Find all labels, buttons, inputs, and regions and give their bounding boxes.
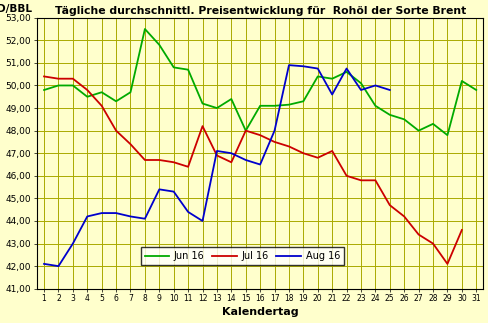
Jul 16	[314, 156, 320, 160]
Jun 16	[41, 88, 47, 92]
Aug 16	[285, 63, 291, 67]
Aug 16	[243, 158, 248, 162]
Jul 16	[328, 149, 334, 153]
Jul 16	[228, 160, 234, 164]
Jun 16	[328, 77, 334, 81]
Jul 16	[199, 124, 205, 128]
Aug 16	[56, 264, 61, 268]
Aug 16	[357, 88, 363, 92]
Aug 16	[271, 129, 277, 132]
Aug 16	[84, 214, 90, 218]
Jul 16	[357, 178, 363, 182]
Jul 16	[113, 129, 119, 132]
Jun 16	[156, 43, 162, 47]
Jun 16	[199, 102, 205, 106]
Aug 16	[170, 190, 176, 193]
Text: USD/BBL: USD/BBL	[0, 5, 32, 15]
Jul 16	[99, 104, 104, 108]
Jun 16	[372, 104, 378, 108]
Jun 16	[271, 104, 277, 108]
Jun 16	[285, 103, 291, 107]
Aug 16	[156, 187, 162, 191]
Jul 16	[156, 158, 162, 162]
Aug 16	[386, 88, 392, 92]
Aug 16	[199, 219, 205, 223]
Jun 16	[257, 104, 263, 108]
Aug 16	[70, 242, 76, 245]
Aug 16	[257, 162, 263, 166]
Jun 16	[415, 129, 421, 132]
Aug 16	[113, 211, 119, 215]
Jul 16	[401, 214, 407, 218]
Aug 16	[142, 217, 147, 221]
Jun 16	[357, 81, 363, 85]
Jul 16	[285, 144, 291, 148]
Line: Jun 16: Jun 16	[44, 29, 475, 135]
Jun 16	[314, 75, 320, 78]
Jun 16	[429, 122, 435, 126]
Jul 16	[127, 142, 133, 146]
Line: Jul 16: Jul 16	[44, 77, 461, 264]
Jul 16	[343, 174, 349, 178]
Aug 16	[228, 151, 234, 155]
Jul 16	[56, 77, 61, 81]
Jun 16	[300, 99, 305, 103]
Aug 16	[41, 262, 47, 266]
Jul 16	[271, 140, 277, 144]
Aug 16	[328, 93, 334, 97]
Aug 16	[185, 210, 191, 214]
Jun 16	[386, 113, 392, 117]
Aug 16	[127, 214, 133, 218]
Jun 16	[243, 129, 248, 132]
Jun 16	[170, 66, 176, 69]
Jul 16	[84, 88, 90, 92]
Jul 16	[458, 228, 464, 232]
Jul 16	[142, 158, 147, 162]
Jun 16	[127, 90, 133, 94]
Jul 16	[170, 160, 176, 164]
Title: Tägliche durchschnittl. Preisentwicklung für  Rohöl der Sorte Brent: Tägliche durchschnittl. Preisentwicklung…	[55, 5, 465, 16]
Aug 16	[99, 211, 104, 215]
Jun 16	[113, 99, 119, 103]
Jun 16	[228, 97, 234, 101]
Legend: Jun 16, Jul 16, Aug 16: Jun 16, Jul 16, Aug 16	[141, 247, 343, 265]
Jul 16	[70, 77, 76, 81]
Jul 16	[444, 262, 449, 266]
X-axis label: Kalendertag: Kalendertag	[222, 307, 298, 318]
Jul 16	[300, 151, 305, 155]
Jul 16	[214, 153, 220, 157]
Jun 16	[343, 70, 349, 74]
Jul 16	[429, 242, 435, 245]
Jul 16	[415, 233, 421, 236]
Jul 16	[372, 178, 378, 182]
Jul 16	[257, 133, 263, 137]
Aug 16	[372, 84, 378, 88]
Jun 16	[70, 84, 76, 88]
Jun 16	[142, 27, 147, 31]
Jun 16	[472, 88, 478, 92]
Jun 16	[99, 90, 104, 94]
Jun 16	[214, 106, 220, 110]
Jun 16	[84, 95, 90, 99]
Aug 16	[214, 149, 220, 153]
Jul 16	[41, 75, 47, 78]
Jun 16	[56, 84, 61, 88]
Aug 16	[300, 64, 305, 68]
Jul 16	[386, 203, 392, 207]
Jun 16	[401, 117, 407, 121]
Aug 16	[314, 67, 320, 70]
Jun 16	[444, 133, 449, 137]
Jul 16	[243, 129, 248, 132]
Jun 16	[458, 79, 464, 83]
Line: Aug 16: Aug 16	[44, 65, 389, 266]
Jun 16	[185, 68, 191, 72]
Jul 16	[185, 165, 191, 169]
Aug 16	[343, 67, 349, 70]
